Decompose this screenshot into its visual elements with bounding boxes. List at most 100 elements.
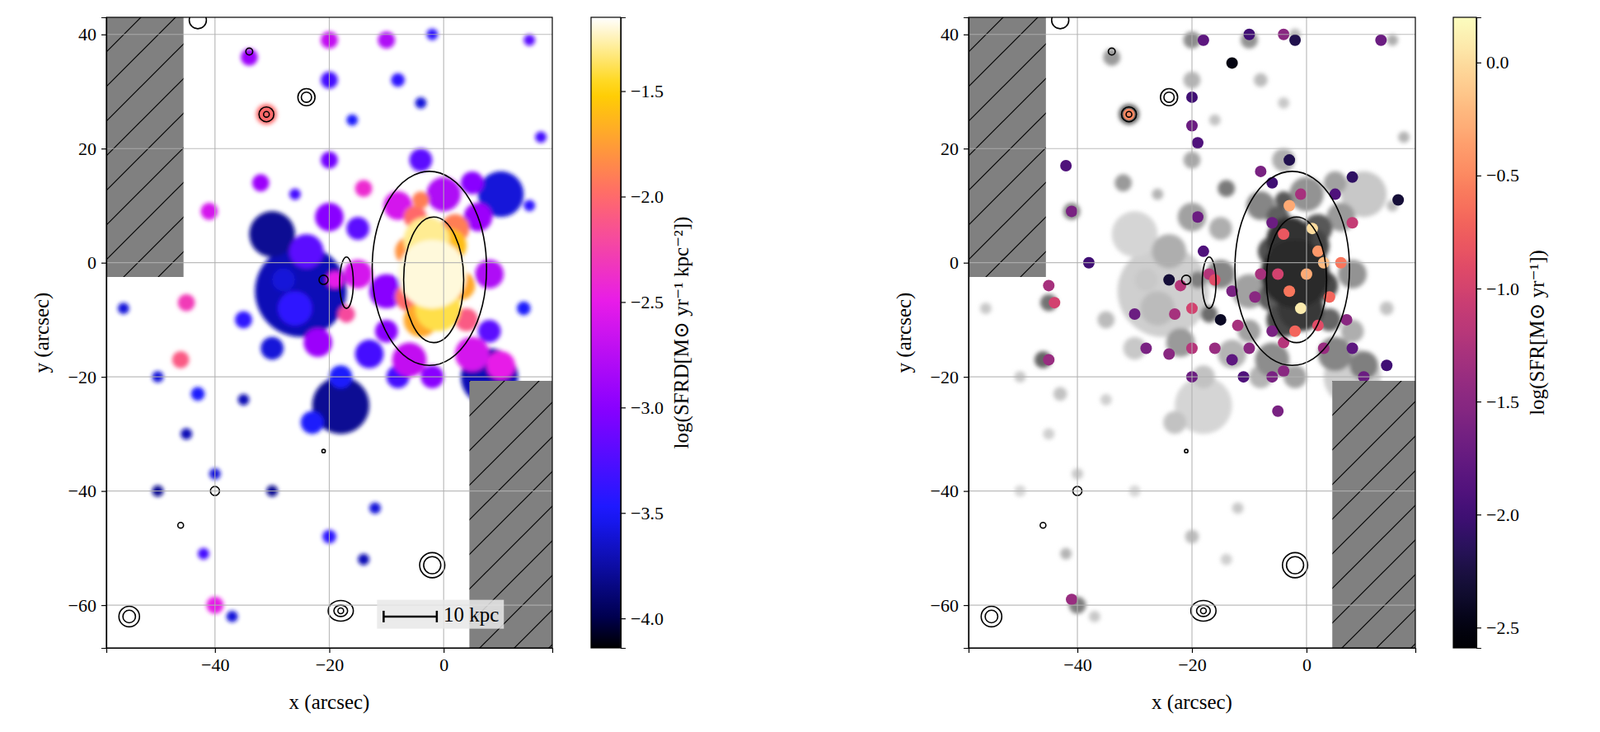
background-blob [1088, 610, 1101, 623]
background-blob [1140, 290, 1175, 326]
sfrd-blob [260, 337, 284, 361]
background-blob [1100, 394, 1113, 406]
sfrd-blob [191, 387, 206, 402]
sfrd-blob [346, 216, 370, 240]
sfrd-blob [412, 191, 430, 209]
sfrd-blob [346, 114, 358, 127]
colorbar-axis-tick-mark [1476, 627, 1482, 629]
grid-line [106, 262, 553, 263]
colorbar-axis: −2.5−2.0−1.5−1.0−0.50.0 [1476, 18, 1520, 649]
sfrd-blob [357, 553, 370, 566]
x-axis-tick: −20 [1177, 647, 1206, 676]
sfrd-blob [252, 173, 270, 192]
plot-area [106, 17, 553, 648]
sfrd-blob [238, 394, 250, 406]
mask [106, 17, 184, 277]
sfrd-blob [486, 351, 516, 381]
background-blob [1217, 339, 1247, 369]
y-axis-tick-mark [963, 262, 969, 264]
scale-bar-cap [382, 610, 385, 623]
x-axis-tick-mark [443, 647, 445, 653]
y-axis-tick-label: 20 [940, 138, 959, 160]
y-axis-tick-label: 20 [78, 138, 97, 160]
clump [1042, 353, 1055, 366]
clump [1191, 211, 1204, 223]
clump [1289, 34, 1301, 47]
contour [1191, 600, 1217, 622]
x-axis-tick: 0 [439, 647, 449, 676]
background-blob [1060, 548, 1072, 560]
background-blob [1253, 73, 1268, 88]
colorbar-axis-tick: 0.0 [1476, 51, 1510, 73]
y-axis-title: y (arcsec) [892, 292, 916, 374]
sfrd-blob [248, 211, 295, 257]
clump [1129, 308, 1141, 320]
grid-line [968, 376, 1416, 378]
contour [337, 608, 344, 615]
background-blob [1042, 427, 1055, 440]
grid-line [968, 490, 1416, 492]
contour [1196, 605, 1211, 617]
y-axis-tick-label: 0 [87, 252, 97, 273]
clump [1163, 347, 1175, 360]
y-axis-tick-label: −60 [930, 595, 959, 616]
colorbar-gradient [1453, 17, 1477, 648]
clump [1065, 205, 1078, 217]
colorbar-axis-tick-mark [620, 196, 626, 198]
colorbar-title: log(SFRD[M⊙ yr⁻¹ kpc⁻²]) [670, 216, 694, 450]
colorbar-gradient [591, 17, 621, 648]
sfrd-blob [343, 259, 373, 289]
sfrd-blob [355, 339, 385, 369]
clump [1163, 273, 1175, 286]
colorbar-axis-tick-label: −1.0 [1486, 278, 1520, 300]
y-axis-tick-mark [101, 262, 107, 264]
panel: −40−200−60−40−2002040x (arcsec)y (arcsec… [30, 11, 554, 714]
sfrd-blob [240, 48, 259, 66]
x-axis: −40−200 [969, 647, 1417, 676]
background-blob [1053, 387, 1068, 402]
contour [1234, 171, 1350, 366]
grid-line [1305, 17, 1307, 648]
clump [1248, 290, 1261, 303]
scale-bar-cap [436, 610, 439, 623]
background-blob [1271, 148, 1296, 172]
clump [1346, 342, 1359, 355]
plot-frame [968, 17, 1416, 648]
colorbar-axis-tick-label: −2.0 [1486, 504, 1520, 526]
background-blob [1232, 502, 1244, 514]
colorbar: −4.0−3.5−3.0−2.5−2.0−1.5log(SFRD[M⊙ yr⁻¹… [591, 17, 694, 649]
y-axis-tick-mark [963, 376, 969, 378]
mask [968, 17, 1047, 277]
sfrd-blob [390, 73, 405, 88]
clump [1266, 177, 1278, 189]
y-axis-tick-mark [963, 148, 969, 150]
y-axis-tick: 0 [949, 252, 969, 273]
colorbar-axis-tick-label: −2.5 [630, 291, 664, 313]
clump [1277, 365, 1290, 377]
background-blob [1097, 311, 1115, 329]
x-axis-tick-mark [328, 647, 330, 653]
y-axis-tick: 40 [940, 23, 969, 45]
clump [1197, 245, 1210, 258]
contour [189, 17, 207, 29]
sfrd-blob [409, 148, 433, 172]
colorbar-axis-tick: −3.5 [620, 502, 664, 524]
sfrd-blob [300, 411, 324, 435]
contour [1108, 47, 1116, 55]
scale-bar-line [383, 615, 437, 619]
grid-line [443, 17, 445, 648]
colorbar-axis-tick: −2.0 [1476, 504, 1520, 526]
y-axis-tick-label: 40 [78, 23, 97, 45]
y-axis-tick: 40 [78, 23, 107, 45]
y-axis: −60−40−2002040 [930, 18, 970, 649]
scale-bar-label: 10 kpc [443, 603, 499, 626]
clump [1392, 194, 1404, 207]
clump [1232, 319, 1244, 332]
clump [1209, 342, 1221, 355]
y-axis-line [101, 18, 108, 649]
x-axis-tick-label: 0 [439, 654, 449, 676]
sfrd-blob [415, 97, 427, 109]
y-axis-tick-label: −20 [68, 366, 97, 388]
contour [263, 111, 270, 118]
scale-bar-box [376, 600, 504, 629]
